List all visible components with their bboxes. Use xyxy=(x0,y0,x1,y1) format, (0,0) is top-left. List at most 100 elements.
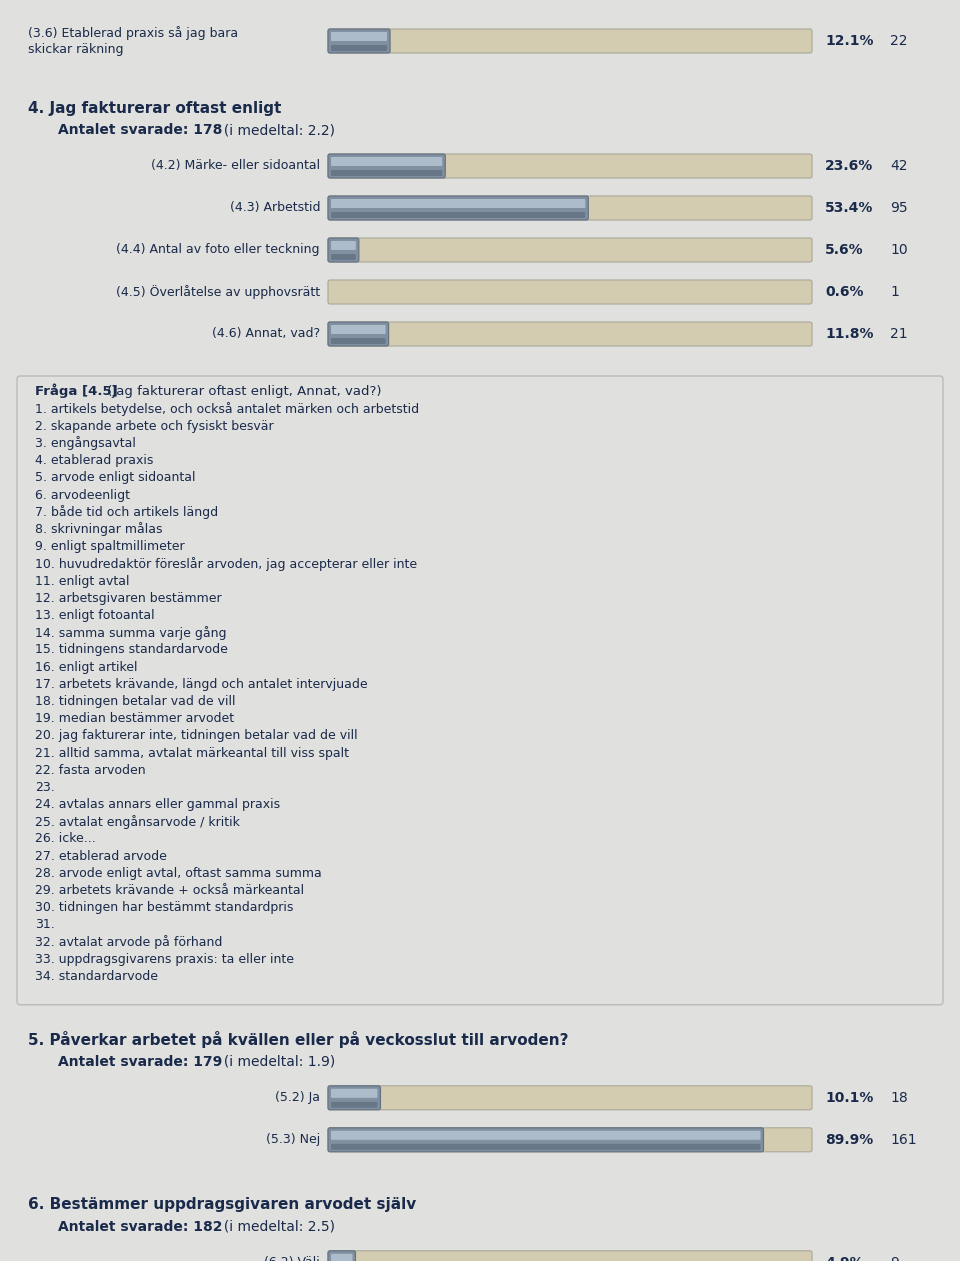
FancyBboxPatch shape xyxy=(328,29,812,53)
Text: 4.9%: 4.9% xyxy=(825,1256,864,1261)
Text: 3. engångsavtal: 3. engångsavtal xyxy=(35,436,136,450)
Text: 17. arbetets krävande, längd och antalet intervjuade: 17. arbetets krävande, längd och antalet… xyxy=(35,677,368,691)
Text: 32. avtalat arvode på förhand: 32. avtalat arvode på förhand xyxy=(35,936,223,950)
Text: (4.2) Märke- eller sidoantal: (4.2) Märke- eller sidoantal xyxy=(151,159,320,173)
FancyBboxPatch shape xyxy=(328,238,812,262)
Text: 5. Påverkar arbetet på kvällen eller på veckosslut till arvoden?: 5. Påverkar arbetet på kvällen eller på … xyxy=(28,1031,568,1048)
Text: 10. huvudredaktör föreslår arvoden, jag accepterar eller inte: 10. huvudredaktör föreslår arvoden, jag … xyxy=(35,557,418,571)
Text: 33. uppdragsgivarens praxis: ta eller inte: 33. uppdragsgivarens praxis: ta eller in… xyxy=(35,953,294,966)
Text: Antalet svarade: 179: Antalet svarade: 179 xyxy=(58,1054,223,1069)
Text: 21. alltid samma, avtalat märkeantal till viss spalt: 21. alltid samma, avtalat märkeantal til… xyxy=(35,747,349,759)
Text: (4.6) Annat, vad?: (4.6) Annat, vad? xyxy=(212,328,320,340)
FancyBboxPatch shape xyxy=(331,45,387,50)
FancyBboxPatch shape xyxy=(331,1088,377,1098)
FancyBboxPatch shape xyxy=(331,241,356,250)
Text: 2. skapande arbete och fysiskt besvär: 2. skapande arbete och fysiskt besvär xyxy=(35,420,274,433)
Text: 19. median bestämmer arvodet: 19. median bestämmer arvodet xyxy=(35,712,234,725)
Text: 25. avtalat engånsarvode / kritik: 25. avtalat engånsarvode / kritik xyxy=(35,815,240,828)
Text: 28. arvode enligt avtal, oftast samma summa: 28. arvode enligt avtal, oftast samma su… xyxy=(35,866,322,880)
Text: 1: 1 xyxy=(890,285,899,299)
Text: (6.2) Välj: (6.2) Välj xyxy=(264,1256,320,1261)
FancyBboxPatch shape xyxy=(328,1251,812,1261)
FancyBboxPatch shape xyxy=(328,1127,812,1151)
FancyBboxPatch shape xyxy=(328,1251,355,1261)
Text: 89.9%: 89.9% xyxy=(825,1132,874,1146)
FancyBboxPatch shape xyxy=(331,1253,352,1261)
Text: (3.6) Etablerad praxis så jag bara: (3.6) Etablerad praxis så jag bara xyxy=(28,26,238,40)
FancyBboxPatch shape xyxy=(331,199,586,208)
Text: 27. etablerad arvode: 27. etablerad arvode xyxy=(35,850,167,863)
FancyBboxPatch shape xyxy=(328,195,588,219)
Text: 11. enligt avtal: 11. enligt avtal xyxy=(35,575,130,588)
Text: 22. fasta arvoden: 22. fasta arvoden xyxy=(35,764,146,777)
Text: 10.1%: 10.1% xyxy=(825,1091,874,1105)
FancyBboxPatch shape xyxy=(331,1144,760,1150)
Text: 8. skrivningar målas: 8. skrivningar målas xyxy=(35,522,162,536)
Text: 30. tidningen har bestämmt standardpris: 30. tidningen har bestämmt standardpris xyxy=(35,902,294,914)
Text: (Jag fakturerar oftast enligt, Annat, vad?): (Jag fakturerar oftast enligt, Annat, va… xyxy=(103,385,381,397)
Text: 7. både tid och artikels längd: 7. både tid och artikels längd xyxy=(35,506,218,520)
Text: (i medeltal: 1.9): (i medeltal: 1.9) xyxy=(215,1054,335,1069)
Text: 1. artikels betydelse, och också antalet märken och arbetstid: 1. artikels betydelse, och också antalet… xyxy=(35,402,420,416)
Text: 6. Bestämmer uppdragsgivaren arvodet själv: 6. Bestämmer uppdragsgivaren arvodet sjä… xyxy=(28,1197,417,1212)
FancyBboxPatch shape xyxy=(331,325,386,334)
FancyBboxPatch shape xyxy=(328,238,359,262)
Text: 15. tidningens standardarvode: 15. tidningens standardarvode xyxy=(35,643,228,656)
FancyBboxPatch shape xyxy=(328,195,812,219)
Text: (i medeltal: 2.5): (i medeltal: 2.5) xyxy=(215,1219,335,1233)
Text: Antalet svarade: 182: Antalet svarade: 182 xyxy=(58,1219,223,1233)
Text: 18. tidningen betalar vad de vill: 18. tidningen betalar vad de vill xyxy=(35,695,235,707)
Text: 12. arbetsgivaren bestämmer: 12. arbetsgivaren bestämmer xyxy=(35,591,222,605)
Text: 24. avtalas annars eller gammal praxis: 24. avtalas annars eller gammal praxis xyxy=(35,798,280,811)
Text: 14. samma summa varje gång: 14. samma summa varje gång xyxy=(35,625,227,639)
Text: 23.: 23. xyxy=(35,781,55,794)
FancyBboxPatch shape xyxy=(331,253,356,260)
Text: 6. arvodeenligt: 6. arvodeenligt xyxy=(35,488,130,502)
FancyBboxPatch shape xyxy=(328,322,812,346)
Text: Fråga [4.5]: Fråga [4.5] xyxy=(35,383,118,398)
Text: 9. enligt spaltmillimeter: 9. enligt spaltmillimeter xyxy=(35,540,184,554)
FancyBboxPatch shape xyxy=(328,1086,380,1110)
Text: (4.3) Arbetstid: (4.3) Arbetstid xyxy=(229,202,320,214)
Text: 18: 18 xyxy=(890,1091,908,1105)
FancyBboxPatch shape xyxy=(328,29,390,53)
Text: 23.6%: 23.6% xyxy=(825,159,874,173)
FancyBboxPatch shape xyxy=(331,212,586,218)
Text: 9: 9 xyxy=(890,1256,899,1261)
Text: (5.2) Ja: (5.2) Ja xyxy=(275,1091,320,1105)
Text: (4.4) Antal av foto eller teckning: (4.4) Antal av foto eller teckning xyxy=(116,243,320,256)
Text: 31.: 31. xyxy=(35,918,55,932)
Text: 29. arbetets krävande + också märkeantal: 29. arbetets krävande + också märkeantal xyxy=(35,884,304,897)
Text: 10: 10 xyxy=(890,243,907,257)
FancyBboxPatch shape xyxy=(331,170,443,177)
Text: 16. enligt artikel: 16. enligt artikel xyxy=(35,661,137,673)
Text: 11.8%: 11.8% xyxy=(825,327,874,340)
Text: 21: 21 xyxy=(890,327,907,340)
Text: (4.5) Överlåtelse av upphovsrätt: (4.5) Överlåtelse av upphovsrätt xyxy=(116,285,320,299)
FancyBboxPatch shape xyxy=(331,158,443,166)
Text: 4. Jag fakturerar oftast enligt: 4. Jag fakturerar oftast enligt xyxy=(28,101,281,116)
Text: skickar räkning: skickar räkning xyxy=(28,43,124,55)
Text: 26. icke...: 26. icke... xyxy=(35,832,96,845)
FancyBboxPatch shape xyxy=(328,154,812,178)
FancyBboxPatch shape xyxy=(331,1131,760,1140)
Text: 5. arvode enligt sidoantal: 5. arvode enligt sidoantal xyxy=(35,472,196,484)
Text: (5.3) Nej: (5.3) Nej xyxy=(266,1134,320,1146)
FancyBboxPatch shape xyxy=(328,1127,763,1151)
Text: 5.6%: 5.6% xyxy=(825,243,864,257)
FancyBboxPatch shape xyxy=(328,322,389,346)
Text: 4. etablerad praxis: 4. etablerad praxis xyxy=(35,454,154,467)
Text: 20. jag fakturerar inte, tidningen betalar vad de vill: 20. jag fakturerar inte, tidningen betal… xyxy=(35,729,358,743)
Text: 13. enligt fotoantal: 13. enligt fotoantal xyxy=(35,609,155,622)
Text: 12.1%: 12.1% xyxy=(825,34,874,48)
FancyBboxPatch shape xyxy=(331,338,386,344)
FancyBboxPatch shape xyxy=(17,376,943,1005)
Text: Antalet svarade: 178: Antalet svarade: 178 xyxy=(58,124,223,137)
FancyBboxPatch shape xyxy=(328,1086,812,1110)
Text: 34. standardarvode: 34. standardarvode xyxy=(35,970,158,984)
Text: 95: 95 xyxy=(890,200,907,214)
FancyBboxPatch shape xyxy=(331,32,387,42)
FancyBboxPatch shape xyxy=(328,154,445,178)
Text: 22: 22 xyxy=(890,34,907,48)
Text: 0.6%: 0.6% xyxy=(825,285,863,299)
